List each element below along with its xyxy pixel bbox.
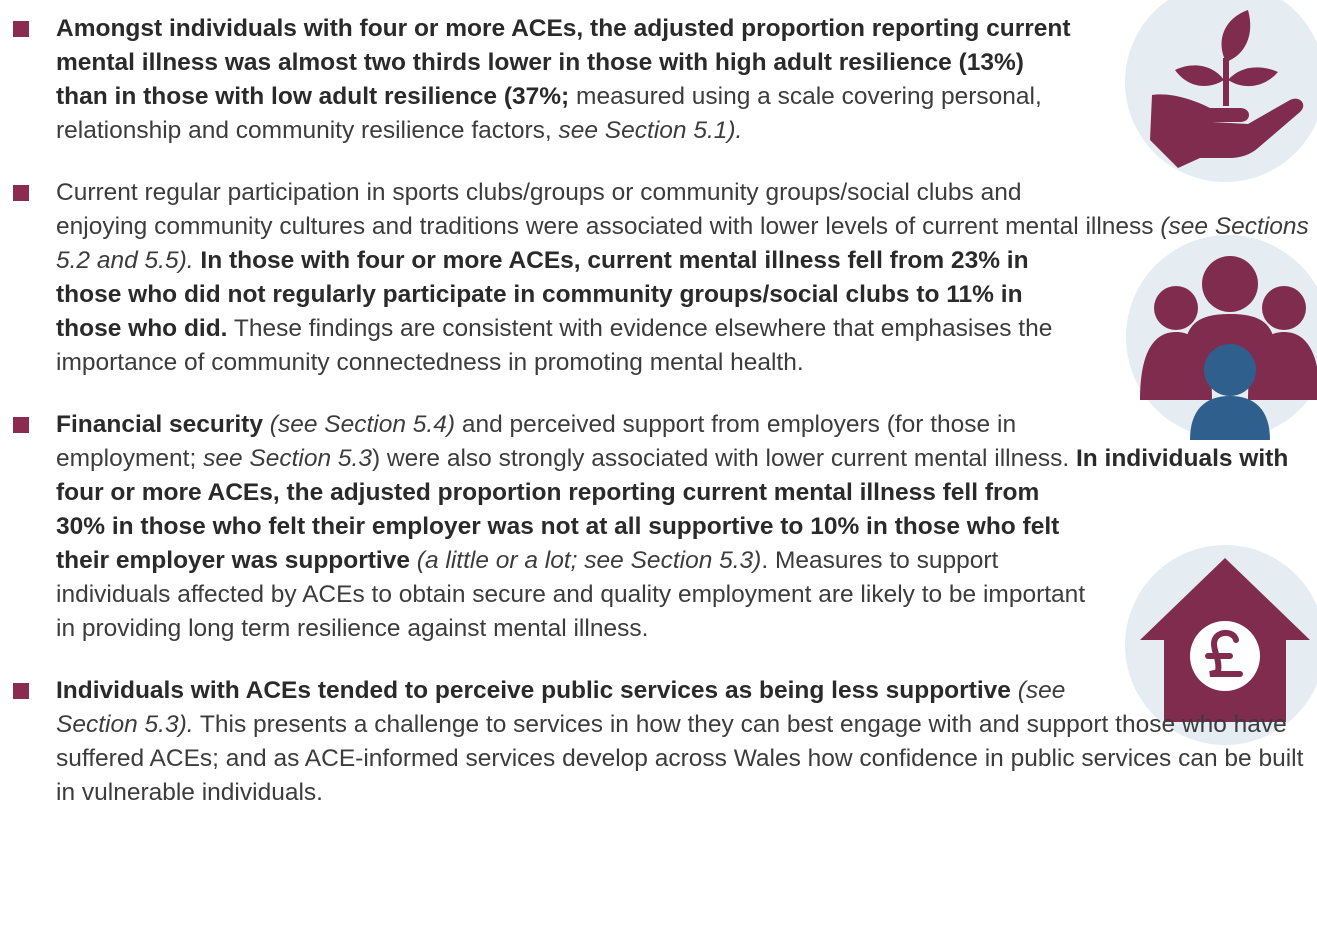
bold-text: Financial security — [56, 411, 263, 438]
italic-text: (see Sections 5.2 and 5.5). — [56, 213, 1309, 274]
bullet: Current regular participation in sports … — [13, 176, 1312, 380]
italic-text: (a little or a lot; see Section 5.3) — [410, 547, 762, 574]
bullet: Amongst individuals with four or more AC… — [13, 12, 1312, 148]
text: Current regular participation in sports … — [56, 179, 1161, 240]
bold-text: Individuals with ACEs tended to perceive… — [56, 677, 1011, 704]
text: and perceived support from employers (fo… — [56, 411, 1017, 472]
text: These findings are consistent with evide… — [56, 315, 1053, 376]
italic-text: (see Section 5.3). — [56, 677, 1066, 738]
plant-icon — [1125, 0, 1317, 182]
italic-text: see Section 5.3 — [203, 445, 372, 472]
italic-text: (see Section 5.4) — [262, 411, 456, 438]
bold-text: Amongst individuals with four or more AC… — [56, 15, 1071, 110]
text: measured using a scale covering personal… — [56, 83, 1042, 144]
bold-text: In individuals with four or more ACEs, t… — [56, 445, 1289, 574]
bold-text: In those with four or more ACEs, current… — [56, 247, 1029, 342]
text: ) were also strongly associated with low… — [371, 445, 1076, 472]
text: . Measures to support individuals affect… — [56, 547, 1086, 642]
bullet-list: Amongst individuals with four or more AC… — [13, 12, 1312, 838]
people-icon — [1126, 235, 1317, 440]
house-icon — [1125, 545, 1317, 745]
text: This presents a challenge to services in… — [56, 711, 1304, 806]
bullet: Financial security (see Section 5.4) and… — [13, 408, 1312, 646]
italic-text: see Section 5.1). — [558, 117, 743, 144]
bullet: Individuals with ACEs tended to perceive… — [13, 674, 1312, 810]
